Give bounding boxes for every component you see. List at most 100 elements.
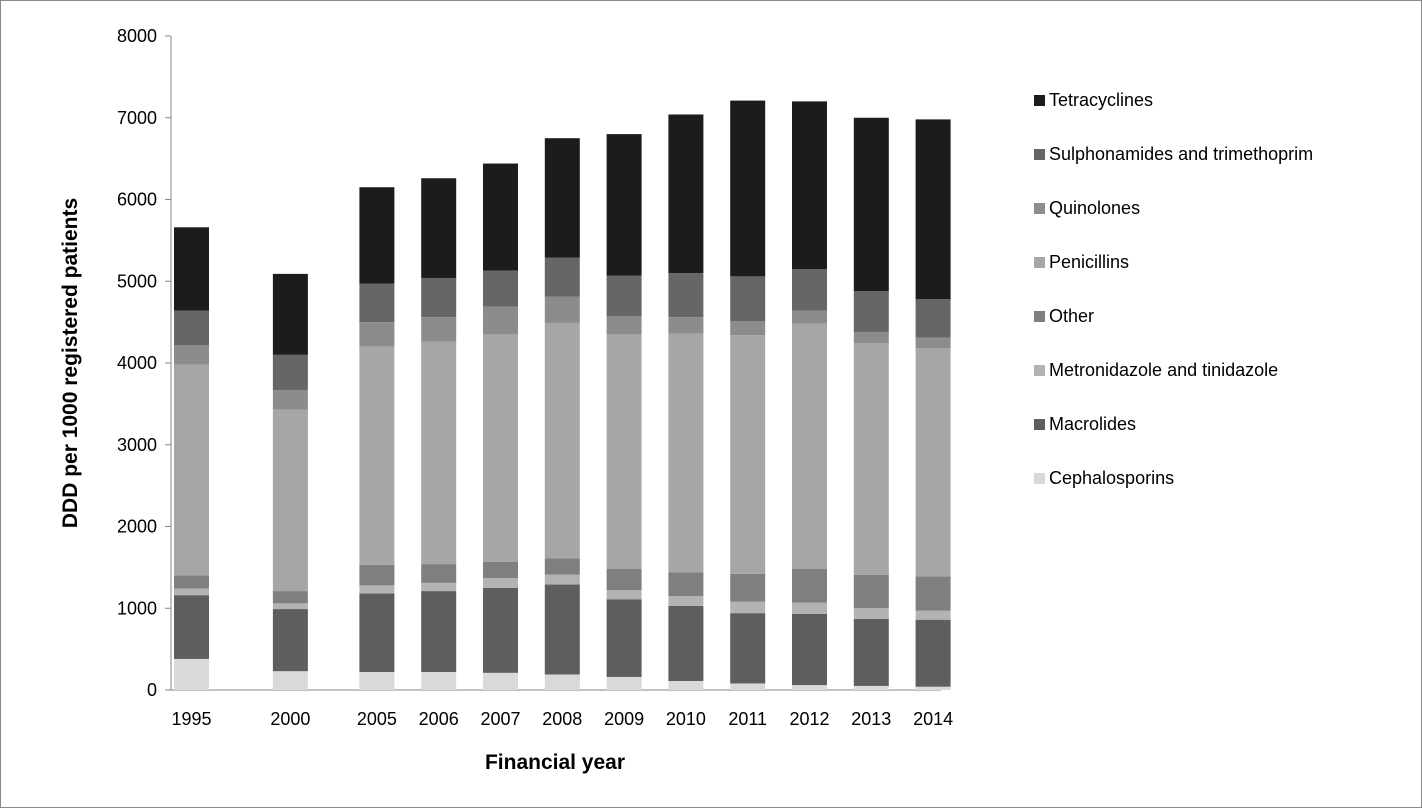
bar-segment-quinolones-2013 bbox=[853, 331, 889, 344]
bar-stack-2012 bbox=[792, 101, 827, 690]
bar-segment-other-2006 bbox=[421, 564, 457, 583]
bar-stack-1995 bbox=[174, 227, 209, 690]
bar-segment-macrolides-1995 bbox=[174, 595, 209, 659]
bar-stack-2013 bbox=[853, 117, 889, 690]
bar-segment-cephalosporins-2010 bbox=[668, 681, 704, 690]
bar-segment-sulphonamides-and-trimethoprim-2012 bbox=[792, 268, 827, 311]
bar-segment-sulphonamides-and-trimethoprim-2014 bbox=[915, 299, 951, 338]
bar-segment-metronidazole-and-tinidazole-2010 bbox=[668, 595, 704, 606]
y-tick-label: 3000 bbox=[117, 435, 157, 455]
x-tick-label: 2008 bbox=[542, 709, 582, 729]
x-tick-label: 2011 bbox=[728, 709, 767, 729]
bar-segment-penicillins-1995 bbox=[174, 364, 209, 576]
bar-segment-quinolones-1995 bbox=[174, 345, 209, 365]
bar-segment-other-1995 bbox=[174, 575, 209, 589]
bar-segment-sulphonamides-and-trimethoprim-2008 bbox=[544, 257, 580, 297]
bar-segment-metronidazole-and-tinidazole-2008 bbox=[544, 574, 580, 585]
bar-segment-metronidazole-and-tinidazole-1995 bbox=[174, 588, 209, 596]
bar-segment-penicillins-2008 bbox=[544, 322, 580, 559]
bar-segment-sulphonamides-and-trimethoprim-2013 bbox=[853, 291, 889, 332]
bar-segment-cephalosporins-2006 bbox=[421, 672, 457, 690]
y-ticks: 0 1000 2000 3000 4000 5000 6000 7000 8000 bbox=[117, 26, 171, 700]
bar-stack-2009 bbox=[606, 134, 642, 690]
y-tick-label: 4000 bbox=[117, 353, 157, 373]
bar-segment-tetracyclines-2010 bbox=[668, 114, 704, 274]
bar-stack-2005 bbox=[359, 187, 395, 690]
x-axis-title: Financial year bbox=[485, 751, 625, 774]
bar-stack-2010 bbox=[668, 114, 704, 690]
bar-segment-macrolides-2012 bbox=[792, 613, 827, 686]
legend: Tetracyclines Sulphonamides and trimethop… bbox=[1034, 90, 1313, 488]
bar-segment-other-2009 bbox=[606, 569, 642, 591]
bar-stack-2000 bbox=[272, 273, 308, 690]
legend-swatch-macrolides bbox=[1034, 419, 1045, 430]
bar-segment-tetracyclines-2009 bbox=[606, 134, 642, 276]
y-axis: 0 1000 2000 3000 4000 5000 6000 7000 8000 bbox=[117, 26, 172, 700]
y-tick-label: 8000 bbox=[117, 26, 157, 46]
bar-segment-tetracyclines-2011 bbox=[730, 100, 766, 277]
legend-label-tetracyclines: Tetracyclines bbox=[1049, 90, 1153, 110]
bar-segment-other-2013 bbox=[853, 574, 889, 609]
bar-segment-other-2011 bbox=[730, 573, 766, 602]
bar-segment-other-2005 bbox=[359, 564, 395, 586]
bar-segment-penicillins-2011 bbox=[730, 335, 766, 574]
bar-segment-penicillins-2005 bbox=[359, 346, 395, 565]
bar-segment-macrolides-2005 bbox=[359, 593, 395, 673]
bar-segment-tetracyclines-2012 bbox=[792, 101, 827, 269]
y-tick-label: 5000 bbox=[117, 271, 157, 291]
bar-segment-other-2007 bbox=[483, 561, 518, 579]
bar-segment-sulphonamides-and-trimethoprim-2007 bbox=[483, 270, 518, 307]
bar-segment-cephalosporins-2012 bbox=[792, 685, 827, 690]
bar-segment-quinolones-2011 bbox=[730, 321, 766, 336]
legend-swatch-metronidazole-and-tinidazole bbox=[1034, 365, 1045, 376]
bar-segment-macrolides-2000 bbox=[272, 609, 308, 672]
bar-segment-tetracyclines-2008 bbox=[544, 138, 580, 258]
bar-segment-metronidazole-and-tinidazole-2006 bbox=[421, 582, 457, 592]
bar-segment-cephalosporins-1995 bbox=[174, 658, 209, 690]
legend-swatch-cephalosporins bbox=[1034, 473, 1045, 484]
bar-segment-quinolones-2005 bbox=[359, 322, 395, 347]
bar-segment-cephalosporins-2011 bbox=[730, 683, 766, 690]
bars bbox=[174, 100, 951, 690]
bar-segment-other-2014 bbox=[915, 576, 951, 611]
bar-segment-other-2000 bbox=[272, 591, 308, 604]
legend-label-cephalosporins: Cephalosporins bbox=[1049, 468, 1174, 488]
x-tick-label: 2009 bbox=[604, 709, 644, 729]
bar-segment-penicillins-2014 bbox=[915, 348, 951, 577]
legend-label-penicillins: Penicillins bbox=[1049, 252, 1129, 272]
bar-segment-sulphonamides-and-trimethoprim-2005 bbox=[359, 283, 395, 323]
x-axis: 1995 2000 2005 2006 2007 2008 2009 2010 2011 2012… bbox=[171, 689, 953, 729]
bar-segment-quinolones-2008 bbox=[544, 296, 580, 323]
bar-segment-metronidazole-and-tinidazole-2014 bbox=[915, 610, 951, 620]
bar-segment-tetracyclines-2006 bbox=[421, 178, 457, 278]
bar-segment-metronidazole-and-tinidazole-2009 bbox=[606, 590, 642, 600]
x-tick-label: 2010 bbox=[666, 709, 706, 729]
bar-segment-quinolones-2010 bbox=[668, 317, 704, 334]
bar-segment-quinolones-2009 bbox=[606, 316, 642, 335]
bar-segment-macrolides-2009 bbox=[606, 599, 642, 677]
bar-segment-metronidazole-and-tinidazole-2012 bbox=[792, 602, 827, 614]
bar-segment-macrolides-2013 bbox=[853, 618, 889, 686]
bar-segment-penicillins-2006 bbox=[421, 341, 457, 565]
legend-swatch-tetracyclines bbox=[1034, 95, 1045, 106]
legend-label-sulphonamides-and-trimethoprim: Sulphonamides and trimethoprim bbox=[1049, 144, 1313, 164]
bar-segment-sulphonamides-and-trimethoprim-2000 bbox=[272, 354, 308, 390]
x-tick-label: 2014 bbox=[913, 709, 953, 729]
legend-label-metronidazole-and-tinidazole: Metronidazole and tinidazole bbox=[1049, 360, 1278, 380]
bar-segment-macrolides-2014 bbox=[915, 619, 951, 687]
bar-segment-cephalosporins-2014 bbox=[915, 686, 951, 690]
bar-stack-2007 bbox=[483, 163, 518, 690]
bar-segment-other-2010 bbox=[668, 572, 704, 596]
bar-segment-other-2012 bbox=[792, 569, 827, 603]
bar-segment-macrolides-2006 bbox=[421, 591, 457, 673]
bar-segment-quinolones-2012 bbox=[792, 310, 827, 324]
y-tick-label: 2000 bbox=[117, 517, 157, 537]
bar-segment-metronidazole-and-tinidazole-2011 bbox=[730, 601, 766, 614]
bar-segment-sulphonamides-and-trimethoprim-2006 bbox=[421, 277, 457, 318]
bar-segment-metronidazole-and-tinidazole-2013 bbox=[853, 608, 889, 619]
x-tick-label: 2006 bbox=[419, 709, 459, 729]
x-tick-label: 2012 bbox=[789, 709, 829, 729]
bar-stack-2006 bbox=[421, 178, 457, 690]
